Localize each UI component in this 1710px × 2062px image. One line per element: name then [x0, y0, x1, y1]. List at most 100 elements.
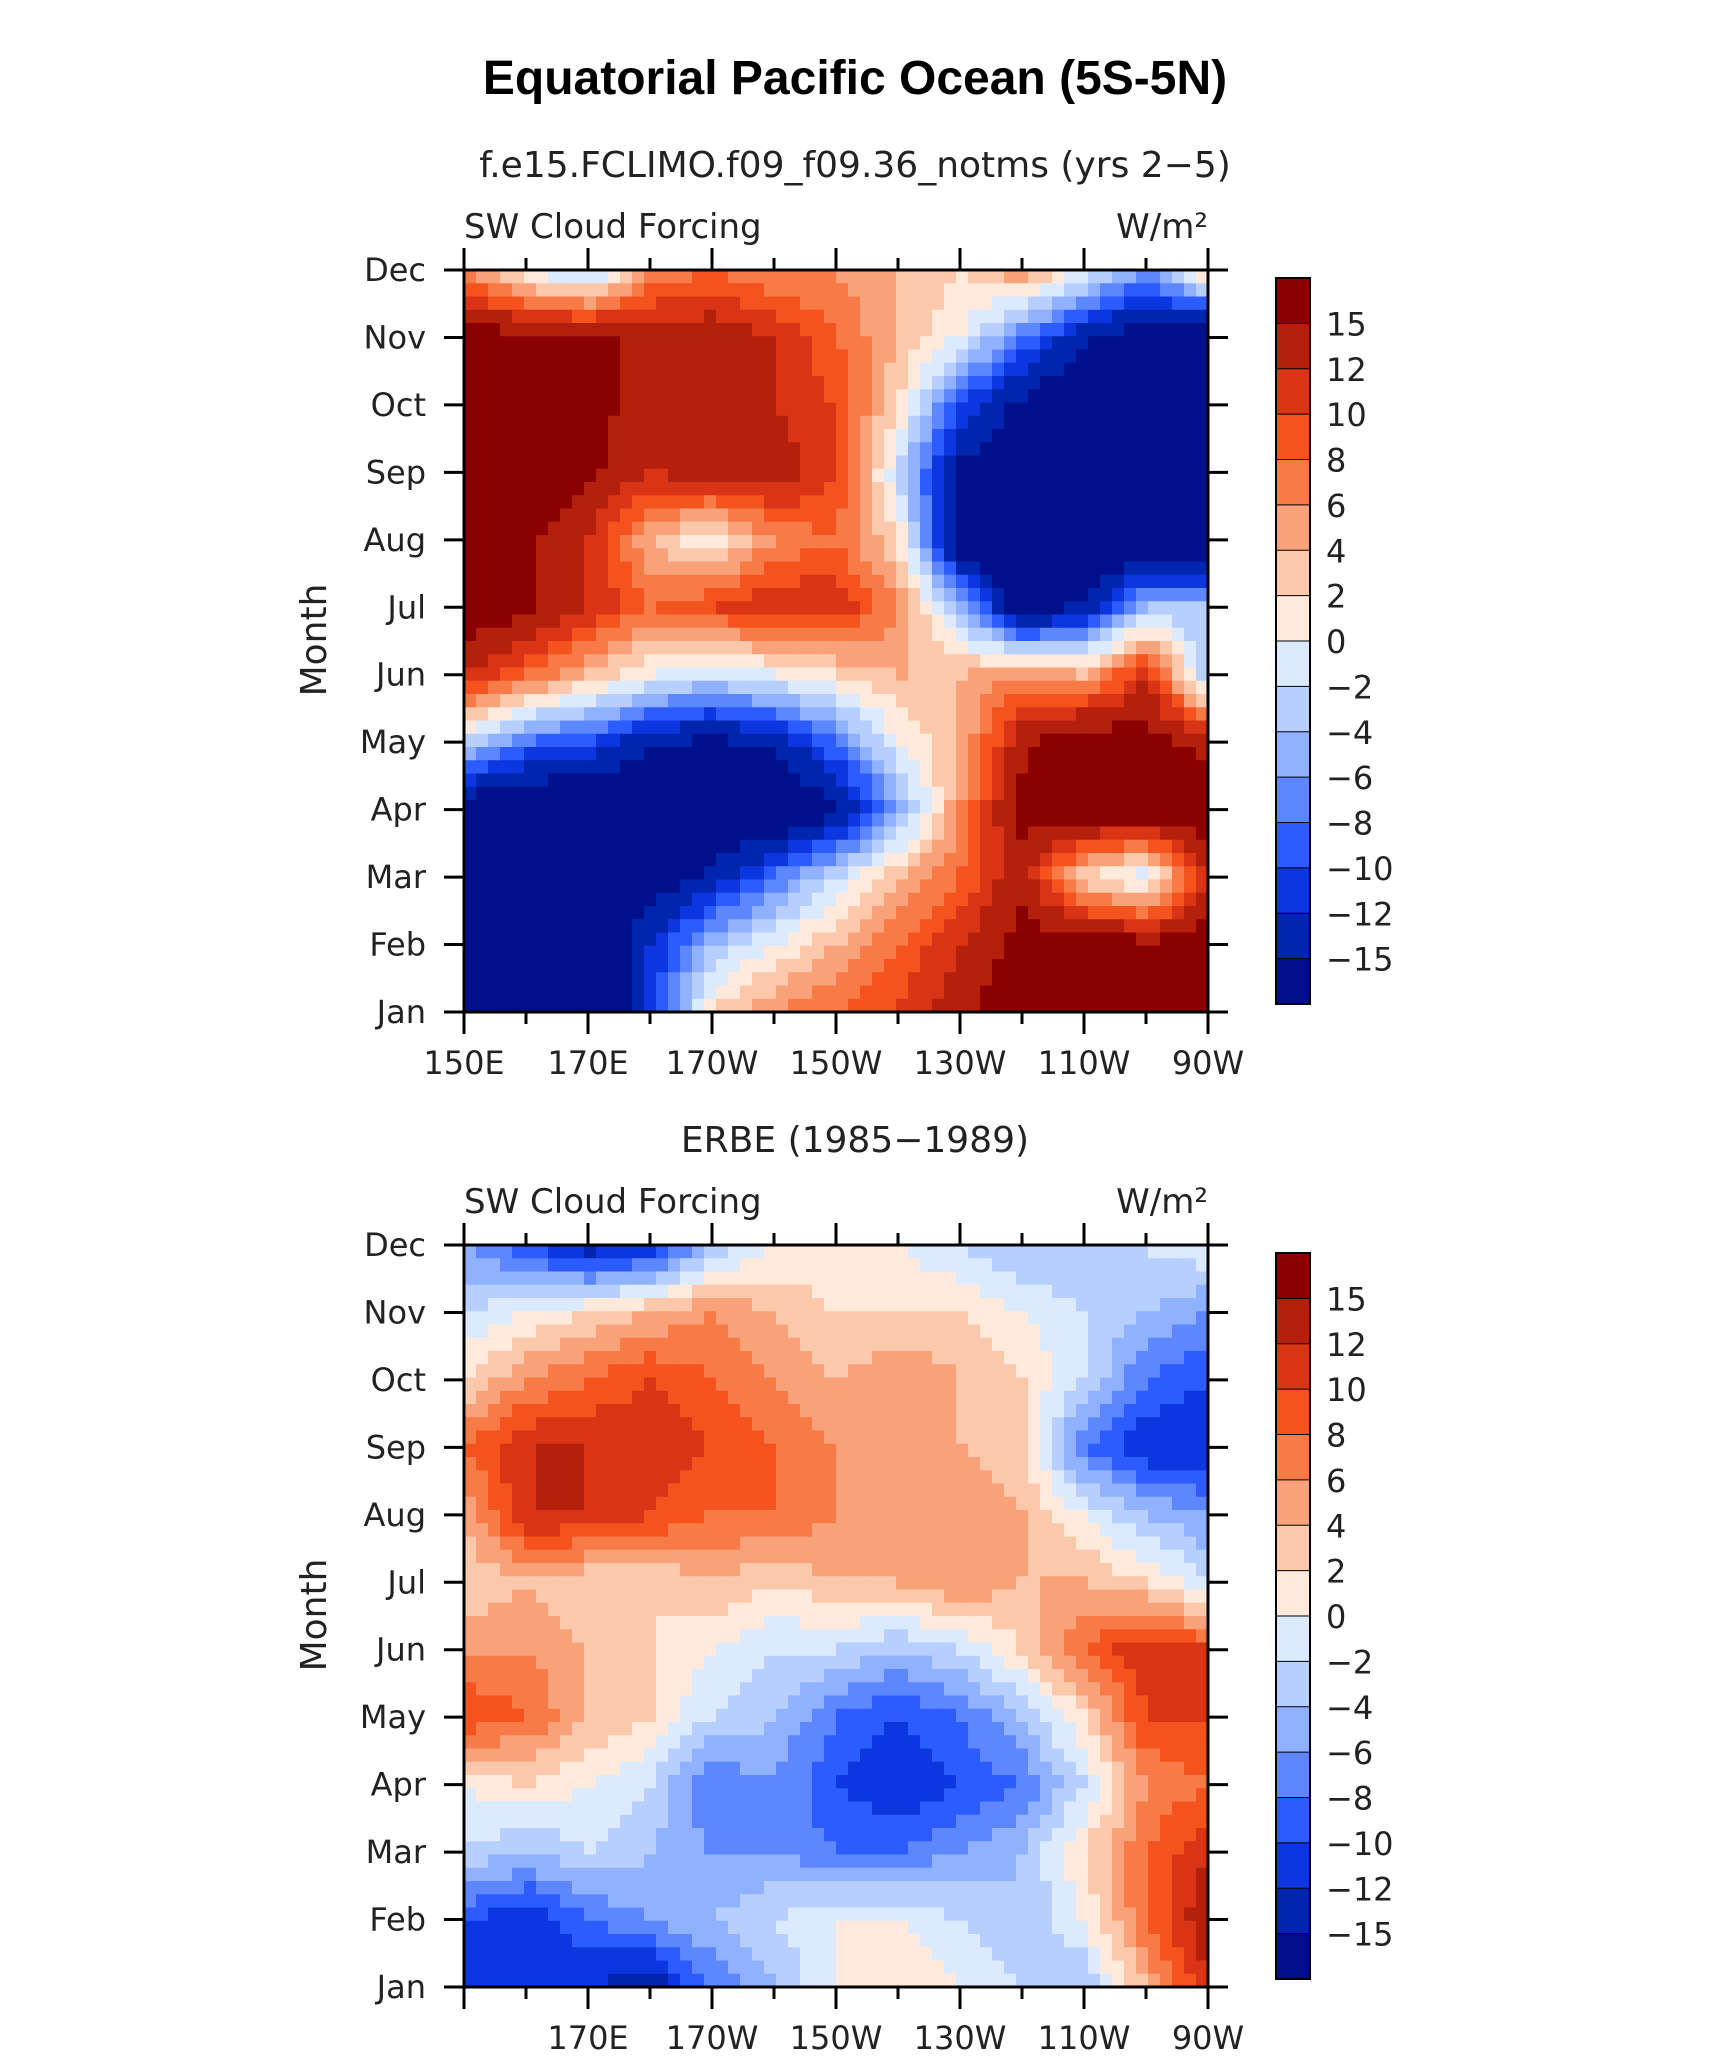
heatmap-cell: [524, 654, 537, 669]
heatmap-cell: [1112, 429, 1125, 443]
heatmap-cell: [896, 1536, 909, 1551]
heatmap-cell: [848, 521, 861, 536]
heatmap-cell: [536, 906, 549, 920]
heatmap-cell: [980, 720, 993, 735]
heatmap-cell: [1028, 747, 1041, 761]
heatmap-cell: [596, 866, 609, 881]
panel-1-variable-label: SW Cloud Forcing: [464, 207, 762, 247]
heatmap-cell: [1172, 1284, 1185, 1299]
heatmap-cell: [860, 495, 873, 510]
heatmap-cell: [464, 654, 477, 669]
heatmap-cell: [1052, 468, 1065, 483]
heatmap-cell: [848, 336, 861, 351]
heatmap-cell: [848, 1390, 861, 1405]
heatmap-cell: [656, 972, 669, 987]
heatmap-cell: [572, 853, 585, 867]
heatmap-cell: [896, 773, 909, 788]
heatmap-cell: [680, 932, 693, 947]
heatmap-cell: [896, 508, 909, 523]
heatmap-cell: [1088, 1496, 1101, 1511]
heatmap-cell: [1160, 270, 1173, 284]
heatmap-cell: [704, 972, 717, 987]
heatmap-cell: [512, 402, 525, 417]
heatmap-cell: [1028, 680, 1041, 695]
heatmap-cell: [896, 800, 909, 814]
heatmap-cell: [512, 1377, 525, 1392]
heatmap-cell: [908, 482, 921, 496]
heatmap-cell: [1088, 826, 1101, 841]
heatmap-cell: [692, 535, 705, 549]
heatmap-cell: [668, 906, 681, 920]
heatmap-cell: [776, 1390, 789, 1405]
heatmap-cell: [1088, 1351, 1101, 1365]
heatmap-cell: [1100, 694, 1113, 708]
heatmap-cell: [740, 813, 753, 828]
heatmap-cell: [488, 402, 501, 417]
heatmap-cell: [764, 1443, 777, 1458]
heatmap-cell: [812, 800, 825, 814]
heatmap-cell: [872, 1311, 885, 1326]
heatmap-cell: [1136, 402, 1149, 417]
heatmap-cell: [968, 588, 981, 602]
heatmap-cell: [992, 588, 1005, 602]
heatmap-cell: [1064, 985, 1077, 1000]
heatmap-cell: [980, 1324, 993, 1339]
heatmap-cell: [1160, 919, 1173, 934]
heatmap-cell: [488, 667, 501, 682]
x-tick-label: 130W: [914, 1044, 1007, 1082]
heatmap-cell: [1004, 588, 1017, 602]
heatmap-cell: [740, 548, 753, 563]
heatmap-cell: [764, 574, 777, 589]
heatmap-cell: [944, 389, 957, 404]
heatmap-cell: [476, 1536, 489, 1551]
heatmap-cell: [1016, 283, 1029, 298]
heatmap-cell: [824, 1443, 837, 1458]
heatmap-cell: [1052, 1377, 1065, 1392]
heatmap-cell: [992, 667, 1005, 682]
heatmap-cell: [572, 959, 585, 973]
colorbar-box: [1275, 413, 1311, 461]
heatmap-cell: [632, 1324, 645, 1339]
heatmap-cell: [908, 919, 921, 934]
heatmap-cell: [908, 389, 921, 404]
heatmap-cell: [584, 614, 597, 629]
heatmap-cell: [1088, 733, 1101, 748]
heatmap-cell: [1184, 296, 1197, 311]
heatmap-cell: [920, 1496, 933, 1511]
heatmap-cell: [920, 468, 933, 483]
heatmap-cell: [848, 1324, 861, 1339]
heatmap-cell: [1088, 1443, 1101, 1458]
heatmap-cell: [1172, 415, 1185, 430]
heatmap-cell: [704, 627, 717, 642]
heatmap-cell: [1148, 985, 1161, 1000]
heatmap-cell: [536, 1298, 549, 1312]
heatmap-cell: [824, 389, 837, 404]
heatmap-cell: [1076, 402, 1089, 417]
heatmap-cell: [1112, 1390, 1125, 1405]
heatmap-cell: [764, 813, 777, 828]
heatmap-cell: [1088, 813, 1101, 828]
heatmap-cell: [944, 1523, 957, 1538]
heatmap-cell: [680, 323, 693, 337]
heatmap-cell: [536, 733, 549, 748]
heatmap-cell: [740, 733, 753, 748]
heatmap-cell: [1088, 349, 1101, 364]
heatmap-cell: [1136, 853, 1149, 867]
heatmap-cell: [896, 495, 909, 510]
heatmap-cell: [1112, 773, 1125, 788]
heatmap-cell: [704, 733, 717, 748]
heatmap-cell: [1040, 376, 1053, 390]
heatmap-cell: [1064, 1258, 1077, 1273]
heatmap-cell: [740, 508, 753, 523]
heatmap-cell: [848, 402, 861, 417]
heatmap-cell: [872, 1404, 885, 1418]
heatmap-cell: [788, 283, 801, 298]
heatmap-cell: [1100, 866, 1113, 881]
heatmap-cell: [968, 508, 981, 523]
heatmap-cell: [944, 521, 957, 536]
colorbar-box: [1275, 685, 1311, 733]
heatmap-cell: [1160, 1457, 1173, 1471]
heatmap-cell: [1040, 627, 1053, 642]
heatmap-cell: [1100, 1443, 1113, 1458]
heatmap-cell: [740, 932, 753, 947]
